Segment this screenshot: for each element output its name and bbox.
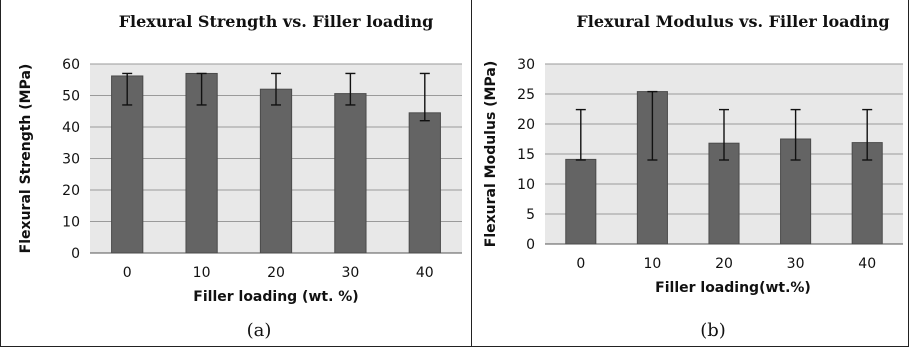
bar [334, 93, 367, 254]
y-tick-label: 20 [62, 183, 80, 199]
y-axis-label: Flexural Strength (MPa) [18, 64, 34, 254]
bar [259, 88, 293, 254]
x-tick-label: 40 [416, 265, 434, 281]
y-tick-label: 10 [62, 215, 80, 231]
x-tick-label: 10 [643, 256, 661, 272]
x-tick-label: 0 [123, 265, 132, 281]
x-tick-label: 0 [576, 256, 585, 272]
panel-label: (b) [700, 320, 726, 341]
panel-frame-b [471, 0, 909, 347]
panel-label: (a) [247, 320, 272, 341]
bar [565, 158, 597, 245]
x-tick-label: 30 [787, 256, 805, 272]
bar [111, 75, 144, 254]
x-tick-label: 10 [193, 265, 211, 281]
chart-panel-a: 0 10 20 30 40 50 60 0 10 20 30 40 Flexural Strength … [18, 12, 462, 341]
y-tick-label: 40 [62, 120, 80, 136]
bar [408, 112, 441, 254]
y-tick-label: 60 [62, 57, 80, 73]
x-tick-label: 30 [341, 265, 359, 281]
y-tick-label: 5 [526, 207, 535, 223]
x-tick-label: 40 [858, 256, 876, 272]
x-axis-label: Filler loading (wt. %) [193, 289, 358, 305]
x-tick-label: 20 [267, 265, 285, 281]
x-axis-label: Filler loading(wt.%) [655, 280, 811, 296]
x-tick-label: 20 [715, 256, 733, 272]
y-tick-label: 30 [517, 57, 535, 73]
y-tick-label: 30 [62, 152, 80, 168]
y-tick-label: 50 [62, 89, 80, 105]
chart-title: Flexural Modulus vs. Filler loading [576, 12, 889, 31]
chart-title: Flexural Strength vs. Filler loading [119, 12, 434, 31]
y-axis-label: Flexural Modulus (MPa) [483, 61, 499, 247]
y-tick-label: 25 [517, 87, 535, 103]
chart-panel-b: 0 5 10 15 20 25 30 0 10 20 30 40 Flexural Modulus vs… [483, 12, 903, 341]
y-tick-label: 0 [71, 246, 80, 262]
y-tick-label: 0 [526, 237, 535, 253]
y-tick-label: 15 [517, 147, 535, 163]
y-tick-label: 10 [517, 177, 535, 193]
y-tick-label: 20 [517, 117, 535, 133]
